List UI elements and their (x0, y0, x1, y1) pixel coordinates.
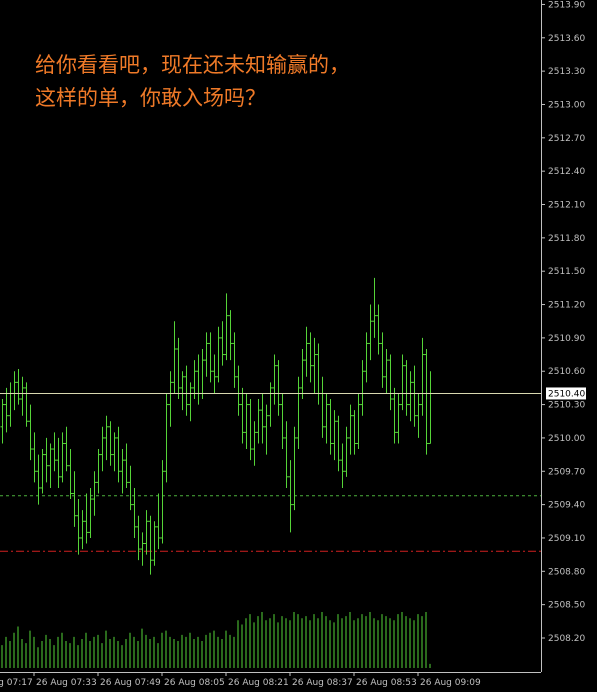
y-tick-label: 2508.80 (548, 567, 585, 577)
current-price-label: 2510.40 (548, 389, 585, 399)
y-tick-label: 2510.00 (548, 434, 585, 444)
x-tick-label: 26 Aug 07:49 (100, 678, 161, 688)
y-tick-label: 2510.90 (548, 334, 585, 344)
y-tick-label: 2513.60 (548, 34, 585, 44)
x-tick-label: 26 Aug 08:05 (164, 678, 225, 688)
y-tick-label: 2508.50 (548, 601, 585, 611)
x-tick-label: 26 Aug 08:53 (356, 678, 417, 688)
y-tick-label: 2513.30 (548, 67, 585, 77)
annotation: 给你看看吧，现在还未知输赢的， (35, 53, 350, 77)
y-tick-label: 2511.80 (548, 234, 585, 244)
x-tick-label: 26 Aug 09:09 (420, 678, 481, 688)
y-tick-label: 2509.10 (548, 534, 585, 544)
y-tick-label: 2510.60 (548, 367, 585, 377)
y-tick-label: 2512.10 (548, 201, 585, 211)
x-tick-label: 26 Aug 07:17 (0, 678, 33, 688)
annotation: 这样的单，你敢入场吗？ (35, 86, 266, 110)
y-tick-label: 2509.40 (548, 501, 585, 511)
y-tick-label: 2509.70 (548, 467, 585, 477)
y-tick-label: 2512.70 (548, 134, 585, 144)
y-tick-label: 2508.20 (548, 634, 585, 644)
y-tick-label: 2510.30 (548, 401, 585, 411)
y-tick-label: 2513.90 (548, 0, 585, 10)
x-tick-label: 26 Aug 08:21 (228, 678, 289, 688)
y-tick-label: 2511.20 (548, 301, 585, 311)
y-tick-label: 2513.00 (548, 100, 585, 110)
y-tick-label: 2511.50 (548, 267, 585, 277)
current-price-box (546, 387, 586, 400)
y-tick-label: 2512.40 (548, 167, 585, 177)
x-tick-label: 26 Aug 07:33 (36, 678, 97, 688)
x-tick-label: 26 Aug 08:37 (292, 678, 353, 688)
